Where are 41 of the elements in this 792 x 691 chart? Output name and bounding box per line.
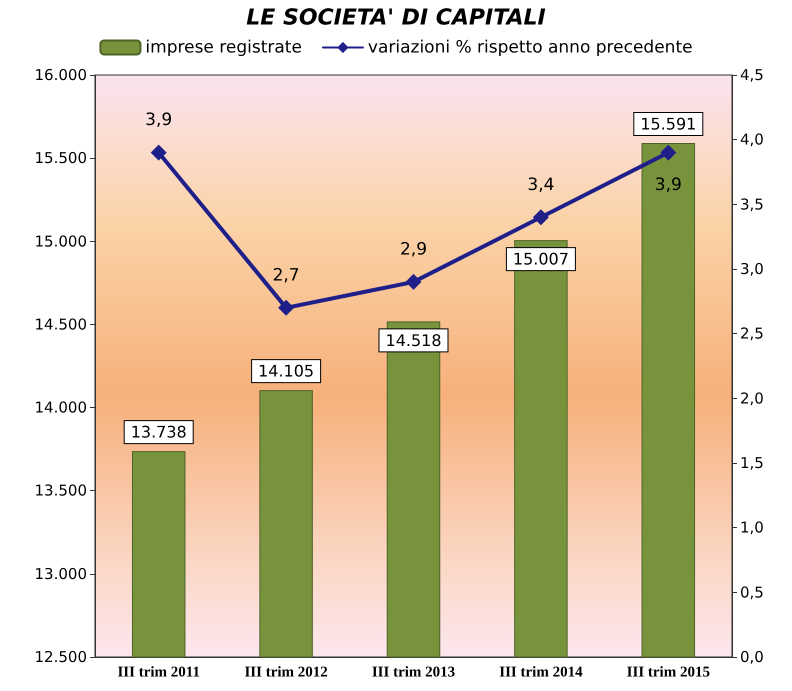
y-tick-label: 15.000 bbox=[34, 232, 87, 250]
y2-tick-label: 2,5 bbox=[740, 324, 764, 343]
x-tick-label: III trim 2013 bbox=[372, 664, 456, 680]
y-tick-label: 16.000 bbox=[34, 66, 87, 84]
x-tick-label: III trim 2012 bbox=[244, 664, 328, 680]
y2-tick-label: 1,0 bbox=[740, 518, 764, 537]
data-label: 15.591 bbox=[640, 114, 696, 134]
y2-tick-label: 3,5 bbox=[740, 195, 764, 214]
data-label: 3,4 bbox=[527, 174, 554, 195]
point bbox=[278, 300, 294, 316]
x-tick-label: III trim 2011 bbox=[117, 664, 200, 680]
point bbox=[660, 144, 676, 161]
x-tick-label: III trim 2014 bbox=[499, 664, 584, 680]
point bbox=[532, 209, 549, 226]
y-tick-label: 15.500 bbox=[34, 149, 87, 168]
y2-tick-label: 4,5 bbox=[740, 66, 764, 84]
y-tick-label: 13.000 bbox=[34, 564, 87, 583]
y-tick-label: 13.500 bbox=[34, 482, 87, 500]
data-label: 13.738 bbox=[130, 422, 187, 442]
chart-title: LE SOCIETA' DI CAPITALI bbox=[246, 6, 546, 30]
y2-tick-label: 4,0 bbox=[740, 130, 764, 149]
y2-tick-label: 2,0 bbox=[740, 389, 764, 408]
data-label: 3,9 bbox=[145, 110, 172, 130]
legend-label: imprese registrate bbox=[145, 38, 302, 58]
y2-tick-label: 0,0 bbox=[740, 648, 764, 666]
data-label: 2,7 bbox=[272, 265, 300, 286]
y2-tick-label: 3,0 bbox=[740, 260, 764, 278]
y2-tick-label: 0,5 bbox=[740, 583, 764, 602]
data-label: 2,9 bbox=[400, 239, 428, 260]
point bbox=[150, 144, 167, 161]
data-label: 14.105 bbox=[258, 362, 314, 381]
legend-label: variazioni % rispetto anno precedente bbox=[368, 38, 693, 58]
data-label: 3,9 bbox=[654, 175, 682, 196]
data-label: 14.518 bbox=[386, 330, 442, 350]
y2-tick-label: 1,5 bbox=[740, 454, 764, 472]
y-tick-label: 14.500 bbox=[34, 315, 87, 334]
x-tick-label: III trim 2015 bbox=[626, 664, 710, 680]
point bbox=[406, 274, 422, 290]
data-label: 15.007 bbox=[512, 250, 569, 269]
y-tick-label: 12.500 bbox=[34, 648, 87, 666]
y-tick-label: 14.000 bbox=[34, 398, 87, 417]
